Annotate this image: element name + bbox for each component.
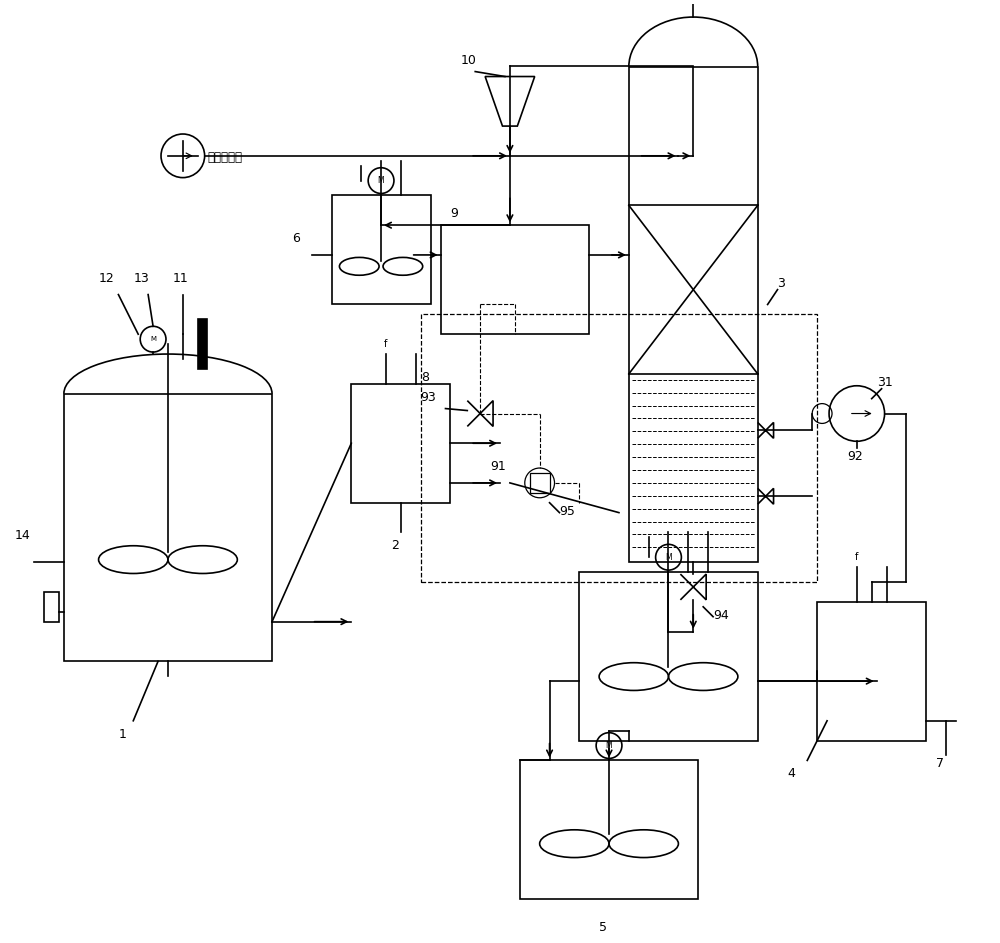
Text: M: M — [378, 176, 384, 185]
Bar — [198, 320, 207, 369]
Text: M: M — [665, 553, 672, 562]
Text: 10: 10 — [460, 54, 476, 67]
Text: 94: 94 — [713, 608, 729, 621]
Text: 92: 92 — [847, 450, 863, 463]
Text: M: M — [606, 741, 612, 750]
Text: 1: 1 — [118, 728, 126, 740]
Bar — [44, 592, 59, 621]
Text: 自来水管网: 自来水管网 — [208, 151, 243, 164]
Text: f: f — [855, 553, 859, 562]
Text: 5: 5 — [599, 921, 607, 934]
Text: M: M — [150, 337, 156, 342]
Bar — [332, 195, 431, 305]
Text: 11: 11 — [173, 272, 189, 285]
Bar — [579, 572, 758, 740]
Text: 31: 31 — [877, 375, 892, 389]
Text: 2: 2 — [391, 539, 399, 553]
Text: 12: 12 — [99, 272, 114, 285]
Bar — [64, 393, 272, 661]
Text: 9: 9 — [450, 207, 458, 221]
Text: f: f — [384, 339, 388, 349]
Bar — [351, 384, 450, 503]
Bar — [629, 67, 758, 562]
Text: 95: 95 — [559, 505, 575, 518]
Text: 91: 91 — [490, 460, 506, 473]
Bar — [530, 473, 550, 493]
Bar — [441, 225, 589, 334]
Bar — [817, 602, 926, 740]
Bar — [421, 314, 817, 582]
Text: 7: 7 — [936, 757, 944, 770]
Text: 14: 14 — [14, 529, 30, 542]
Text: 13: 13 — [133, 272, 149, 285]
Text: 8: 8 — [421, 371, 429, 384]
Text: 93: 93 — [421, 390, 436, 404]
Bar — [520, 760, 698, 900]
Text: 4: 4 — [787, 768, 795, 780]
Text: 6: 6 — [292, 232, 300, 245]
Text: 3: 3 — [778, 276, 785, 290]
